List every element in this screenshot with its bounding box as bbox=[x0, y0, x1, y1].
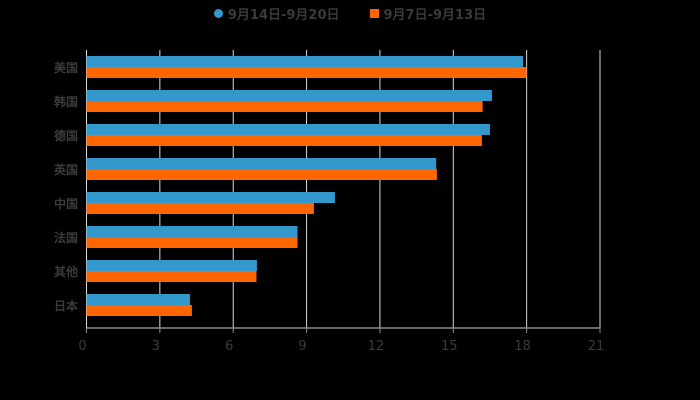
bar-series-1[interactable] bbox=[86, 294, 190, 305]
y-category-label: 日本 bbox=[54, 298, 78, 313]
y-category-label: 中国 bbox=[54, 196, 78, 211]
bar-series-1[interactable] bbox=[86, 124, 490, 135]
bar-series-2[interactable] bbox=[86, 101, 483, 112]
y-category-label: 美国 bbox=[54, 60, 78, 75]
bar-series-2[interactable] bbox=[86, 203, 314, 214]
y-category-label: 英国 bbox=[54, 162, 78, 177]
legend-label: 9月14日-9月20日 bbox=[227, 7, 340, 23]
x-tick-label: 18 bbox=[514, 339, 531, 354]
bar-series-2[interactable] bbox=[86, 305, 192, 316]
x-tick-label: 6 bbox=[225, 339, 233, 354]
bar-series-1[interactable] bbox=[86, 158, 437, 169]
bars bbox=[86, 56, 527, 316]
x-tick-label: 21 bbox=[588, 339, 605, 354]
bar-series-2[interactable] bbox=[86, 271, 257, 282]
x-tick-label: 0 bbox=[78, 339, 86, 354]
bar-series-1[interactable] bbox=[86, 56, 523, 67]
x-tick-label: 15 bbox=[441, 339, 458, 354]
y-category-label: 韩国 bbox=[54, 94, 78, 109]
x-tick-label: 3 bbox=[152, 339, 160, 354]
legend-item-series-1[interactable]: 9月14日-9月20日 bbox=[213, 4, 340, 23]
chart-legend: 9月14日-9月20日 9月7日-9月13日 bbox=[0, 4, 700, 23]
bar-series-1[interactable] bbox=[86, 260, 257, 271]
bar-series-1[interactable] bbox=[86, 192, 335, 203]
y-category-label: 德国 bbox=[54, 128, 78, 143]
bar-series-1[interactable] bbox=[86, 226, 298, 237]
x-axis: 0 3 6 9 12 15 18 21 bbox=[78, 327, 605, 354]
y-category-label: 法国 bbox=[54, 230, 78, 245]
bar-series-1[interactable] bbox=[86, 90, 492, 101]
bar-series-2[interactable] bbox=[86, 237, 298, 248]
legend-item-series-2[interactable]: 9月7日-9月13日 bbox=[369, 4, 487, 23]
legend-label: 9月7日-9月13日 bbox=[383, 7, 487, 23]
x-tick-label: 9 bbox=[298, 339, 306, 354]
legend-circle-icon bbox=[213, 8, 223, 18]
legend-square-icon bbox=[369, 8, 379, 18]
bar-series-2[interactable] bbox=[86, 169, 437, 180]
y-category-label: 其他 bbox=[54, 264, 78, 279]
bar-series-2[interactable] bbox=[86, 67, 527, 78]
x-tick-label: 12 bbox=[368, 339, 385, 354]
bar-series-2[interactable] bbox=[86, 135, 482, 146]
